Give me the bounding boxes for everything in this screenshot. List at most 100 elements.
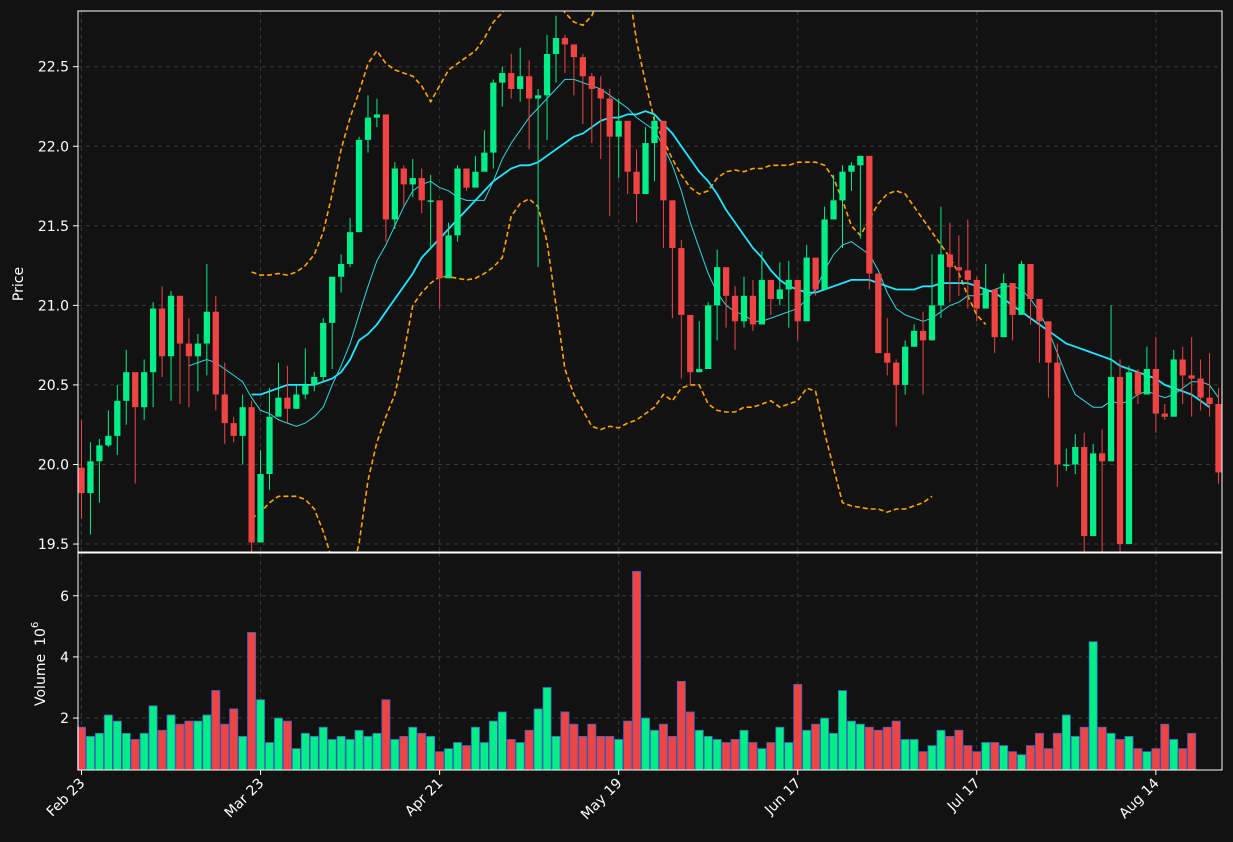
candle <box>731 286 739 350</box>
candle <box>749 279 757 331</box>
candle-body <box>1090 453 1097 537</box>
volume-bar <box>793 684 803 771</box>
candle <box>678 240 685 379</box>
volume-gridlines <box>78 553 1222 770</box>
candle <box>490 79 497 169</box>
candle-body <box>1000 283 1007 338</box>
candle-body <box>329 276 336 323</box>
candle-body <box>257 474 264 543</box>
candle <box>1063 448 1070 471</box>
volume-bar <box>981 742 991 771</box>
volume-bar <box>390 739 400 771</box>
candle <box>427 174 434 250</box>
volume-bar <box>157 729 167 771</box>
price-tick-label: 22.5 <box>38 60 69 76</box>
volume-bar <box>399 735 409 771</box>
candle <box>776 262 783 306</box>
candle-body <box>346 232 354 264</box>
volume-bar <box>479 742 489 771</box>
candle-body <box>749 295 757 325</box>
volume-bar <box>354 729 364 771</box>
candle-body <box>526 76 533 99</box>
candle <box>230 416 237 443</box>
candle <box>508 53 515 99</box>
candle <box>391 162 398 229</box>
candle-body <box>1054 362 1061 465</box>
candle-body <box>320 322 327 377</box>
candle <box>454 165 461 242</box>
volume-exponent-base: 10 <box>33 628 49 646</box>
volume-bar <box>524 729 534 771</box>
volume-bar <box>417 732 427 771</box>
candle <box>696 321 703 373</box>
candle <box>552 15 560 83</box>
candle <box>105 410 112 447</box>
candle <box>785 260 792 328</box>
volume-bar <box>1017 754 1027 771</box>
candle-body <box>1215 404 1222 473</box>
candle <box>919 311 927 395</box>
volume-bar <box>515 742 525 771</box>
price-tick-label: 20.0 <box>38 457 69 473</box>
volume-bar <box>963 745 973 771</box>
candle <box>857 155 864 239</box>
candle-body <box>176 295 184 344</box>
candle <box>1143 346 1151 395</box>
candle <box>141 359 148 420</box>
volume-bar <box>300 732 310 771</box>
volume-bar <box>838 690 847 771</box>
candle <box>1027 263 1034 325</box>
candle-body <box>149 308 157 373</box>
candle-body <box>821 219 828 290</box>
candle <box>436 200 443 309</box>
candle-body <box>552 38 560 54</box>
volume-bar <box>954 729 964 771</box>
volume-bar <box>712 739 722 771</box>
volume-bar <box>1061 714 1071 771</box>
candle <box>1036 299 1043 363</box>
candle-body <box>1045 321 1052 363</box>
candle-body <box>678 248 685 315</box>
candle <box>409 158 416 198</box>
volume-bar <box>784 742 794 771</box>
candle-body <box>517 76 524 89</box>
candle-body <box>194 343 202 357</box>
candle-body <box>1206 397 1213 405</box>
candle-body <box>418 178 425 201</box>
volume-exponent-power: 6 <box>30 622 41 628</box>
volume-bar <box>766 742 776 771</box>
candle <box>445 222 452 279</box>
volume-bar <box>148 705 158 771</box>
candle <box>463 168 470 191</box>
volume-bar <box>820 717 830 771</box>
candle <box>167 291 175 401</box>
volume-tick-label: 4 <box>60 650 69 666</box>
volume-bars <box>77 570 1197 771</box>
volume-bar <box>811 723 821 771</box>
volume-bar <box>345 739 355 771</box>
candle <box>526 60 533 150</box>
volume-bar <box>614 739 624 771</box>
candle-body <box>1098 453 1106 462</box>
candle-body <box>382 114 390 220</box>
candle <box>373 98 381 128</box>
candle-body <box>1036 299 1043 322</box>
price-tick-label: 19.5 <box>38 537 69 553</box>
candle <box>337 254 345 293</box>
candle <box>722 267 730 328</box>
candle-body <box>946 254 954 268</box>
volume-bar <box>1097 726 1107 771</box>
candle <box>275 362 282 417</box>
volume-bar <box>85 735 95 771</box>
volume-bar <box>435 751 445 771</box>
volume-bar <box>1043 748 1053 771</box>
volume-bar <box>1088 641 1098 771</box>
candle-body <box>982 289 989 309</box>
candle <box>642 127 649 194</box>
candle <box>311 372 318 392</box>
volume-bar <box>694 729 704 771</box>
volume-bar <box>721 742 731 771</box>
candle <box>158 286 166 377</box>
candle-body <box>1072 446 1079 465</box>
candle-body <box>955 267 963 271</box>
